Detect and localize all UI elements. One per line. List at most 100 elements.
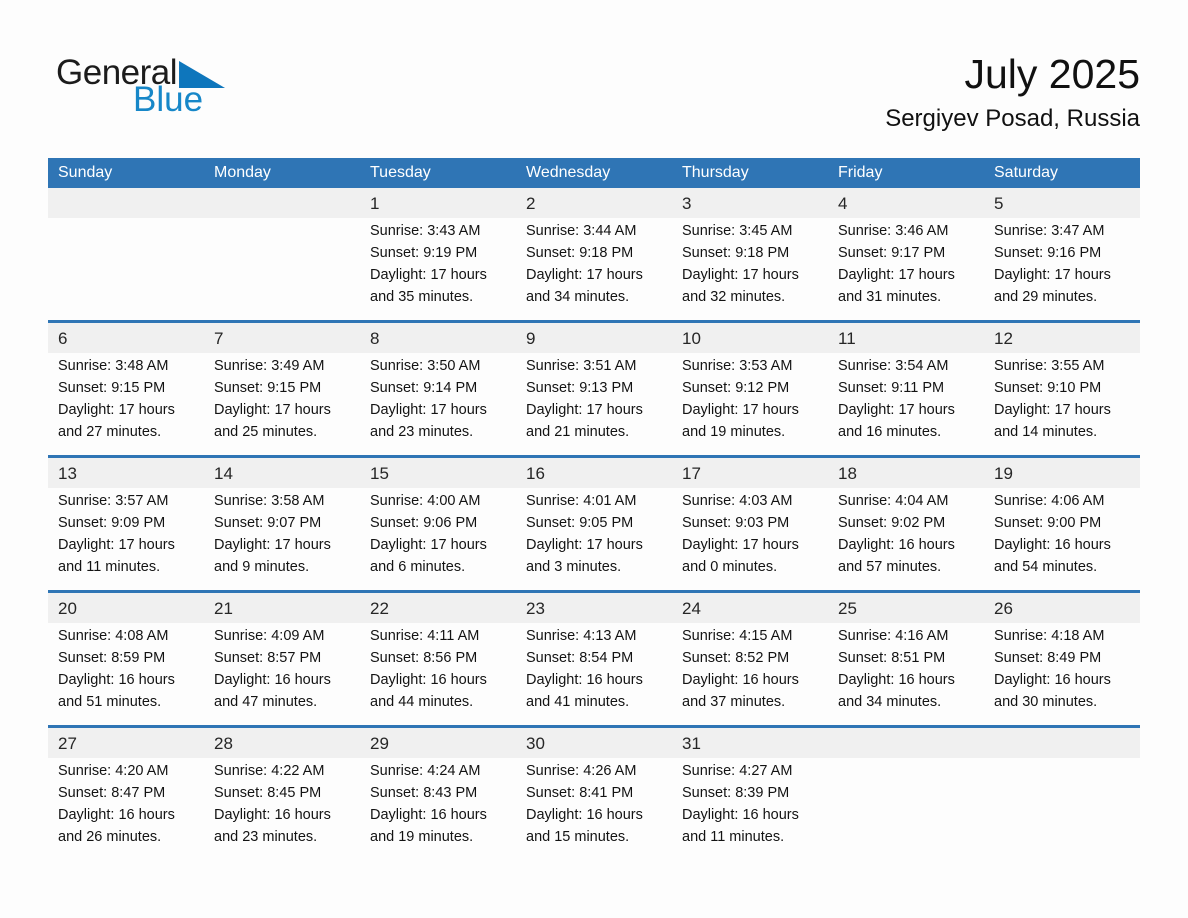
day-cell-26: Sunrise: 4:18 AM Sunset: 8:49 PM Daylight:… [984,625,1140,725]
empty-day-number [48,188,204,219]
day-number-band: 20 21 22 23 24 25 26 [48,593,1140,623]
day-cell-3: Sunrise: 3:45 AM Sunset: 9:18 PM Daylight:… [672,220,828,320]
daylight-text-line2: and 34 minutes. [838,694,942,710]
day-cell-22: Sunrise: 4:11 AM Sunset: 8:56 PM Daylight:… [360,625,516,725]
daylight-text-line1: Daylight: 16 hours [526,807,643,823]
sunset-text: Sunset: 9:14 PM [370,380,478,396]
day-number-26: 26 [994,599,1013,618]
daylight-text-line2: and 3 minutes. [526,559,622,575]
week-row-3: 13 14 15 16 17 18 19 Sunrise: 3:57 AM Sunset: 9:… [48,455,1140,590]
weekday-header-saturday: Saturday [994,164,1059,181]
day-number-19: 19 [994,464,1013,483]
sunrise-text: Sunrise: 3:53 AM [682,358,793,374]
sunrise-text: Sunrise: 4:08 AM [58,628,169,644]
daylight-text-line1: Daylight: 17 hours [526,267,643,283]
sunrise-text: Sunrise: 3:51 AM [526,358,637,374]
sunset-text: Sunset: 9:15 PM [58,380,166,396]
sunrise-text: Sunrise: 3:47 AM [994,223,1105,239]
daylight-text-line2: and 14 minutes. [994,424,1098,440]
daylight-text-line1: Daylight: 17 hours [526,402,643,418]
day-cell-9: Sunrise: 3:51 AM Sunset: 9:13 PM Daylight:… [516,355,672,455]
day-cell-31: Sunrise: 4:27 AM Sunset: 8:39 PM Daylight:… [672,760,828,860]
sunrise-text: Sunrise: 4:13 AM [526,628,637,644]
day-number-band: 1 2 3 4 5 [48,188,1140,218]
daylight-text-line1: Daylight: 16 hours [526,672,643,688]
sunrise-text: Sunrise: 4:03 AM [682,493,793,509]
day-content-row: Sunrise: 4:20 AM Sunset: 8:47 PM Daylight:… [48,758,1140,860]
day-number-17: 17 [682,464,701,483]
daylight-text-line1: Daylight: 16 hours [370,672,487,688]
daylight-text-line1: Daylight: 16 hours [214,672,331,688]
sunset-text: Sunset: 9:02 PM [838,515,946,531]
daylight-text-line1: Daylight: 16 hours [994,672,1111,688]
day-number-2: 2 [526,194,536,213]
day-cell-19: Sunrise: 4:06 AM Sunset: 9:00 PM Daylight:… [984,490,1140,590]
sunrise-text: Sunrise: 3:54 AM [838,358,949,374]
daylight-text-line1: Daylight: 17 hours [682,537,799,553]
day-cell-15: Sunrise: 4:00 AM Sunset: 9:06 PM Daylight:… [360,490,516,590]
sunset-text: Sunset: 8:39 PM [682,785,790,801]
weekday-header-tuesday: Tuesday [370,164,431,181]
sunrise-text: Sunrise: 4:22 AM [214,763,325,779]
general-blue-logo: General Blue [56,53,226,117]
week-row-5: 27 28 29 30 31 Sunrise: 4:20 AM Sunset: 8:47 P… [48,725,1140,860]
day-cell-17: Sunrise: 4:03 AM Sunset: 9:03 PM Daylight:… [672,490,828,590]
daylight-text-line1: Daylight: 17 hours [526,537,643,553]
daylight-text-line2: and 26 minutes. [58,829,162,845]
day-content-row: Sunrise: 3:48 AM Sunset: 9:15 PM Daylight:… [48,353,1140,455]
week-row-2: 6 7 8 9 10 11 12 Sunrise: 3:48 AM Sunset: 9:15 P… [48,320,1140,455]
daylight-text-line2: and 9 minutes. [214,559,310,575]
daylight-text-line2: and 0 minutes. [682,559,778,575]
daylight-text-line2: and 11 minutes. [58,559,161,575]
day-number-4: 4 [838,194,848,213]
week-row-1: 1 2 3 4 5 Sunrise: 3:43 AM Sunset: 9:19 PM Dayl… [48,188,1140,320]
daylight-text-line1: Daylight: 17 hours [838,267,955,283]
day-cell-28: Sunrise: 4:22 AM Sunset: 8:45 PM Daylight:… [204,760,360,860]
sunset-text: Sunset: 9:03 PM [682,515,790,531]
sunrise-text: Sunrise: 4:20 AM [58,763,169,779]
day-number-10: 10 [682,329,701,348]
sunrise-text: Sunrise: 3:49 AM [214,358,325,374]
daylight-text-line1: Daylight: 16 hours [994,537,1111,553]
daylight-text-line1: Daylight: 17 hours [58,402,175,418]
daylight-text-line1: Daylight: 17 hours [58,537,175,553]
daylight-text-line2: and 21 minutes. [526,424,630,440]
logo-text-general: General [56,53,178,92]
daylight-text-line2: and 32 minutes. [682,289,786,305]
daylight-text-line1: Daylight: 17 hours [370,267,487,283]
sunrise-text: Sunrise: 4:06 AM [994,493,1105,509]
daylight-text-line1: Daylight: 17 hours [370,402,487,418]
sunset-text: Sunset: 8:57 PM [214,650,322,666]
daylight-text-line1: Daylight: 17 hours [370,537,487,553]
sunrise-text: Sunrise: 4:11 AM [370,628,480,644]
weeks-container: 1 2 3 4 5 Sunrise: 3:43 AM Sunset: 9:19 PM Dayl… [48,188,1140,860]
daylight-text-line2: and 34 minutes. [526,289,630,305]
sunrise-text: Sunrise: 3:50 AM [370,358,481,374]
sunrise-text: Sunrise: 4:15 AM [682,628,793,644]
sunset-text: Sunset: 8:56 PM [370,650,478,666]
day-cell-10: Sunrise: 3:53 AM Sunset: 9:12 PM Daylight:… [672,355,828,455]
sunrise-text: Sunrise: 3:44 AM [526,223,637,239]
sunrise-text: Sunrise: 4:26 AM [526,763,637,779]
day-cell-14: Sunrise: 3:58 AM Sunset: 9:07 PM Daylight:… [204,490,360,590]
day-number-band: 27 28 29 30 31 [48,728,1140,758]
sunrise-text: Sunrise: 4:09 AM [214,628,325,644]
sunset-text: Sunset: 9:09 PM [58,515,166,531]
day-number-29: 29 [370,734,389,753]
day-number-11: 11 [838,329,856,348]
title-block: July 2025 Sergiyev Posad, Russia [885,50,1140,134]
sunset-text: Sunset: 8:43 PM [370,785,478,801]
day-cell-11: Sunrise: 3:54 AM Sunset: 9:11 PM Daylight:… [828,355,984,455]
daylight-text-line1: Daylight: 17 hours [682,402,799,418]
week-row-4: 20 21 22 23 24 25 26 Sunrise: 4:08 AM Sunset: 8:… [48,590,1140,725]
sunset-text: Sunset: 8:59 PM [58,650,166,666]
sunset-text: Sunset: 9:07 PM [214,515,322,531]
daylight-text-line1: Daylight: 16 hours [838,672,955,688]
sunrise-text: Sunrise: 4:04 AM [838,493,949,509]
day-number-5: 5 [994,194,1004,213]
daylight-text-line2: and 31 minutes. [838,289,942,305]
daylight-text-line1: Daylight: 16 hours [682,807,799,823]
logo-top-row: General [56,53,226,92]
day-number-6: 6 [58,329,68,348]
weekday-header-row: Sunday Monday Tuesday Wednesday Thursday Frid… [48,158,1140,188]
